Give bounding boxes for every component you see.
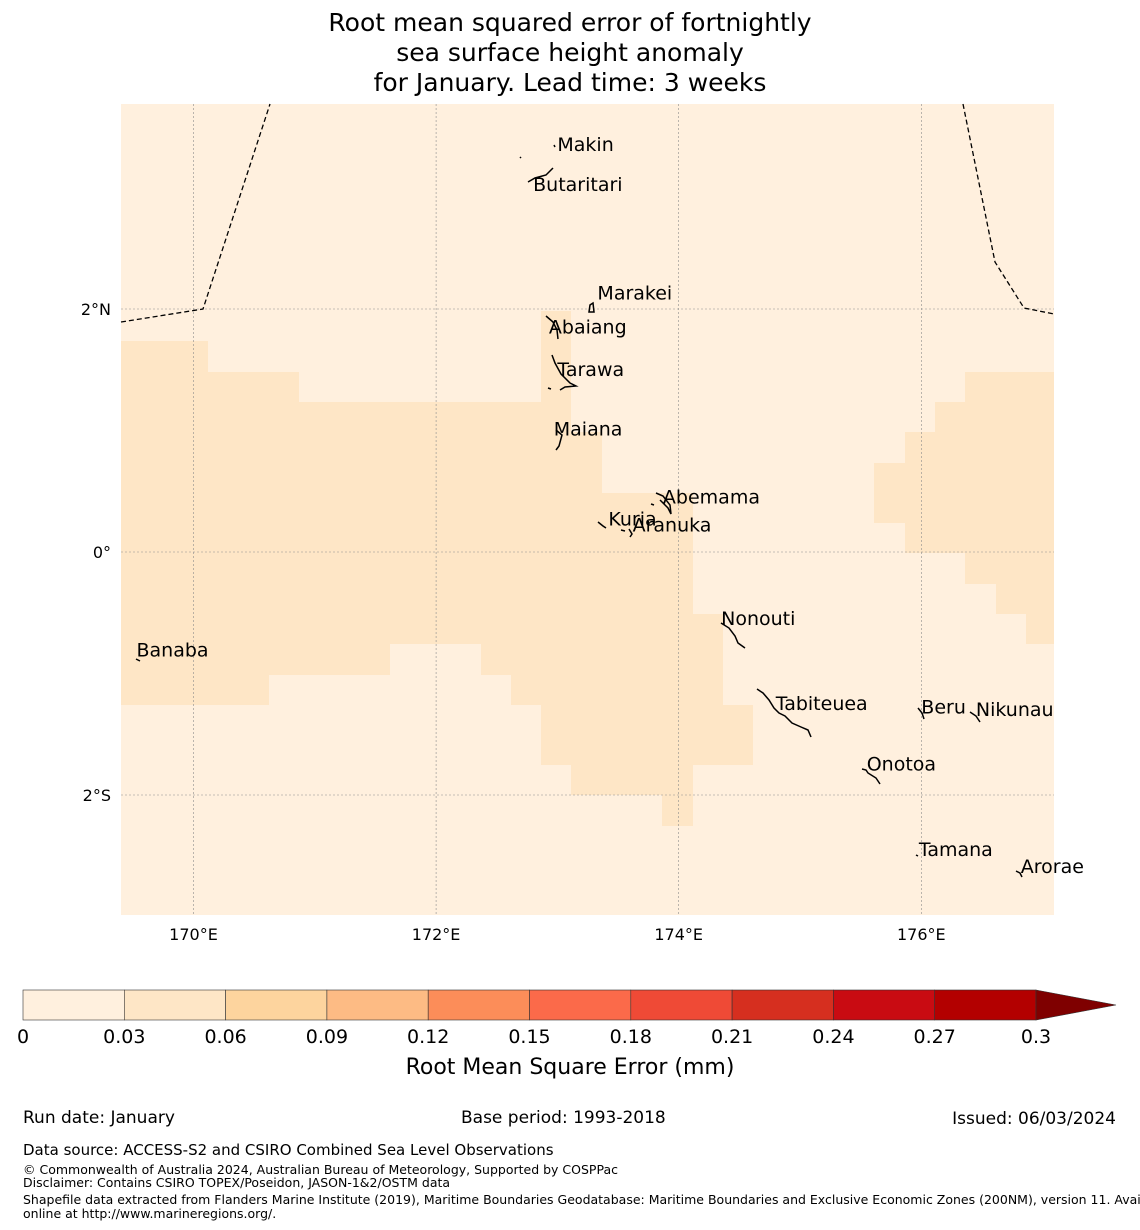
place-label: Onotoa	[867, 754, 936, 776]
colorbar-tick: 0	[16, 1026, 30, 1048]
place-label: Tarawa	[556, 359, 624, 381]
place-label: Arorae	[1021, 856, 1084, 878]
banaba-island	[135, 658, 141, 662]
title-line-2: sea surface height anomaly	[396, 38, 744, 67]
colorbar-segment	[833, 989, 936, 1021]
shapefile-credit-line-1: Shapefile data extracted from Flanders M…	[23, 1192, 1140, 1207]
colorbar-segment	[731, 989, 834, 1021]
nonouti-island	[720, 622, 746, 649]
issued-date: Issued: 06/03/2024	[952, 1109, 1116, 1129]
colorbar-tick: 0.24	[812, 1026, 855, 1048]
abaiang-island	[545, 315, 559, 340]
place-label: Nikunau	[976, 699, 1054, 721]
colorbar-segment	[630, 989, 733, 1021]
colorbar-segment	[326, 989, 429, 1021]
aranuka-island	[620, 528, 633, 538]
base-period: Base period: 1993-2018	[461, 1108, 666, 1128]
place-label: Tabiteuea	[775, 693, 868, 715]
colorbar-segment	[225, 989, 328, 1021]
colorbar-tick: 0.03	[103, 1026, 146, 1048]
onotoa-island	[861, 768, 881, 785]
colorbar-segment	[22, 989, 125, 1021]
butaritari-island	[527, 167, 554, 183]
kuria-island	[597, 521, 607, 529]
tarawa-island	[547, 354, 579, 391]
map-title: Root mean squared error of fortnightly s…	[0, 8, 1140, 98]
axis-tick-labels: 170°E 172°E 174°E 176°E 2°N 0° 2°S	[81, 300, 946, 944]
colorbar-segment	[124, 989, 226, 1021]
place-label: Nonouti	[721, 608, 795, 630]
maiana-island	[555, 429, 563, 451]
nikunau-island	[969, 711, 981, 723]
arorae-island	[1015, 870, 1023, 878]
place-labels: Makin Butaritari Marakei Abaiang Tarawa Maian…	[136, 134, 1083, 878]
lon-tick-label: 174°E	[654, 925, 703, 944]
place-label: Beru	[921, 697, 966, 719]
place-label: Abemama	[663, 486, 760, 508]
place-label: Aranuka	[633, 514, 712, 536]
colorbar-tick: 0.3	[1020, 1026, 1052, 1048]
map-area: Makin Butaritari Marakei Abaiang Tarawa Maian…	[120, 103, 1084, 915]
place-label: Marakei	[597, 282, 672, 304]
colorbar	[22, 989, 1117, 1021]
place-label: Banaba	[136, 639, 208, 661]
colorbar-tick: 0.27	[913, 1026, 956, 1048]
field-region-nonouti	[723, 705, 753, 765]
makin-island	[519, 144, 556, 159]
place-label: Tamana	[918, 839, 993, 861]
eez-boundary-west	[120, 103, 271, 323]
copyright: © Commonwealth of Australia 2024, Austra…	[23, 1162, 618, 1177]
colorbar-segment	[427, 989, 530, 1021]
abemama-island	[650, 492, 672, 515]
lon-tick-label: 170°E	[169, 925, 218, 944]
place-label: Maiana	[554, 418, 623, 440]
colorbar-tick: 0.21	[710, 1026, 754, 1048]
field-region-west	[121, 311, 723, 826]
lat-tick-label: 0°	[93, 543, 111, 562]
beru-island	[917, 707, 925, 720]
tabiteuea-island	[756, 688, 812, 738]
lat-tick-label: 2°S	[83, 786, 111, 805]
colorbar-tick: 0.06	[204, 1026, 247, 1048]
colorbar-tick: 0.12	[407, 1026, 450, 1048]
data-source: Data source: ACCESS-S2 and CSIRO Combine…	[23, 1141, 554, 1159]
lon-tick-label: 172°E	[412, 925, 461, 944]
place-label: Kuria	[608, 508, 656, 530]
shapefile-credit-line-2: online at http://www.marineregions.org/.	[23, 1206, 277, 1221]
colorbar-tick: 0.09	[305, 1026, 349, 1048]
colorbar-extend-arrow	[1035, 989, 1117, 1021]
colorbar-segment	[934, 989, 1037, 1021]
field-region-east	[874, 372, 1054, 644]
eez-boundary-east	[962, 103, 1055, 315]
colorbar-segment	[529, 989, 632, 1021]
lon-tick-label: 176°E	[897, 925, 946, 944]
place-label: Abaiang	[549, 316, 627, 338]
colorbar-tick: 0.18	[609, 1026, 652, 1048]
marakei-island	[588, 301, 595, 313]
colorbar-tick: 0.15	[508, 1026, 551, 1048]
place-label: Makin	[557, 134, 613, 156]
island-outlines	[135, 144, 1023, 878]
place-label: Butaritari	[533, 174, 622, 196]
disclaimer: Disclaimer: Contains CSIRO TOPEX/Poseido…	[23, 1175, 451, 1190]
tamana-island	[915, 854, 919, 857]
lat-tick-label: 2°N	[81, 300, 111, 319]
title-line-3: for January. Lead time: 3 weeks	[373, 68, 767, 97]
run-date: Run date: January	[23, 1108, 175, 1128]
colorbar-label: Root Mean Square Error (mm)	[405, 1055, 735, 1080]
title-line-1: Root mean squared error of fortnightly	[328, 8, 812, 37]
gridlines	[121, 104, 1054, 915]
